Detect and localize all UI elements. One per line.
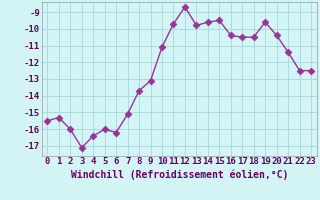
X-axis label: Windchill (Refroidissement éolien,°C): Windchill (Refroidissement éolien,°C) [70, 169, 288, 180]
